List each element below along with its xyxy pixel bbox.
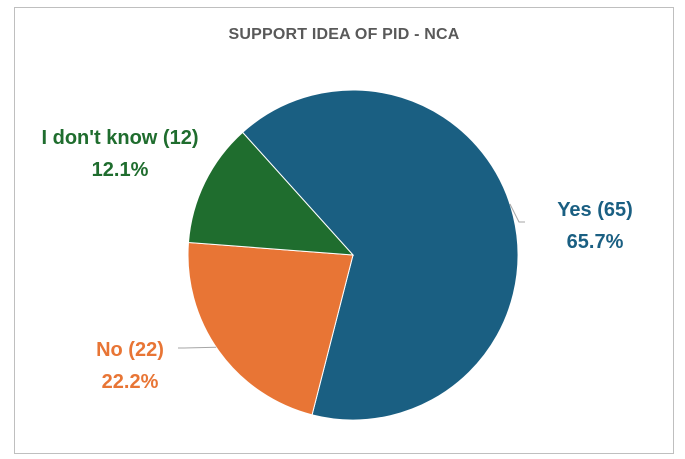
data-label-percent-2: 12.1% xyxy=(92,159,149,181)
leader-line-1 xyxy=(178,346,217,349)
data-label-category-0: Yes (65) xyxy=(557,199,633,221)
leader-line-0 xyxy=(509,203,525,223)
pie-slice-0 xyxy=(241,89,519,421)
pie-slice-1 xyxy=(187,241,354,416)
chart-title: SUPPORT IDEA OF PID - NCA xyxy=(228,26,460,43)
data-label-category-1: No (22) xyxy=(96,339,164,361)
data-label-category-2: I don't know (12) xyxy=(42,127,199,149)
pie-slice-2 xyxy=(187,131,355,256)
data-label-percent-0: 65.7% xyxy=(567,231,624,253)
data-label-percent-1: 22.2% xyxy=(102,371,159,393)
